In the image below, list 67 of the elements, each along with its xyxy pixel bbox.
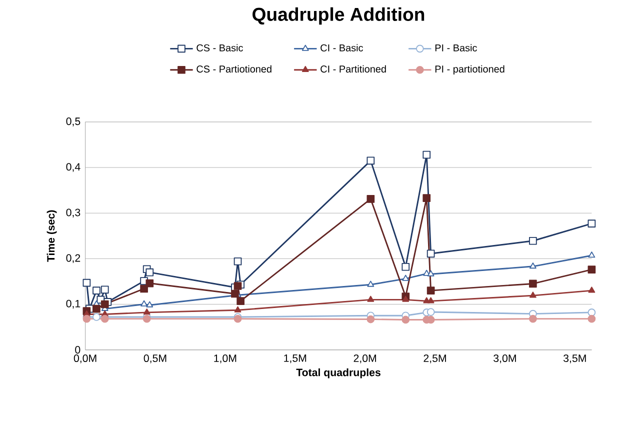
point — [92, 286, 100, 294]
point — [234, 282, 242, 290]
x-tick-label: 0,5M — [144, 354, 166, 364]
x-tick-label: 1,5M — [284, 354, 306, 363]
x-tick-label: 1,0M — [214, 354, 236, 364]
point — [588, 286, 596, 293]
point — [427, 296, 434, 304]
legend-label: CI - Partitioned — [320, 65, 386, 72]
point — [140, 284, 148, 292]
x-tick-label: 3,5M — [563, 354, 586, 364]
point — [426, 308, 435, 316]
y-tick-label: 0,4 — [66, 162, 80, 172]
point — [146, 279, 154, 287]
y-tick-label: 0,5 — [66, 117, 80, 126]
x-tick-label: 3,0M — [494, 354, 516, 364]
y-tick-label: 0,2 — [66, 254, 80, 263]
chart-title: Quadruple Addition — [252, 7, 424, 24]
point — [529, 236, 537, 245]
point — [367, 280, 374, 287]
legend-label: CS - Basic — [196, 44, 243, 52]
y-axis-title: Time (sec) — [46, 210, 57, 262]
point — [100, 300, 109, 308]
point — [231, 290, 239, 298]
point — [529, 280, 537, 288]
point — [367, 296, 374, 302]
point — [588, 219, 596, 228]
point — [366, 194, 375, 203]
point — [92, 312, 100, 321]
point — [234, 257, 242, 266]
y-tick-label: 0,3 — [66, 208, 80, 218]
point — [422, 150, 431, 158]
point — [588, 308, 596, 316]
point — [92, 304, 100, 312]
y-tick-label: 0 — [75, 346, 80, 354]
point — [427, 270, 434, 276]
point — [422, 194, 431, 202]
point — [529, 314, 537, 323]
point — [366, 315, 375, 323]
point — [402, 296, 410, 302]
point — [366, 156, 375, 164]
x-tick-label: 2,0M — [354, 354, 376, 364]
legend-label: CI - Basic — [320, 44, 363, 52]
point — [588, 251, 596, 258]
point — [234, 306, 242, 312]
point — [588, 314, 596, 323]
legend-label: PI - partiotioned — [435, 65, 504, 74]
x-tick-label: 2,5M — [424, 354, 446, 364]
point — [426, 286, 435, 294]
point — [402, 262, 410, 271]
y-tick-label: 0,1 — [66, 300, 80, 308]
point — [529, 262, 536, 268]
point — [100, 286, 109, 294]
point — [588, 265, 596, 274]
x-tick-label: 0,0M — [74, 354, 96, 364]
legend-label: PI - Basic — [435, 44, 477, 52]
point — [402, 316, 410, 324]
point — [402, 274, 410, 281]
point — [236, 296, 244, 305]
point — [140, 300, 148, 306]
point — [146, 301, 154, 308]
point — [529, 291, 536, 298]
point — [143, 308, 150, 314]
point — [146, 268, 154, 276]
point — [82, 278, 91, 287]
x-axis-title: Total quadruples — [296, 368, 380, 378]
legend-label: CS - Partiotioned — [196, 65, 272, 72]
point — [426, 250, 435, 258]
